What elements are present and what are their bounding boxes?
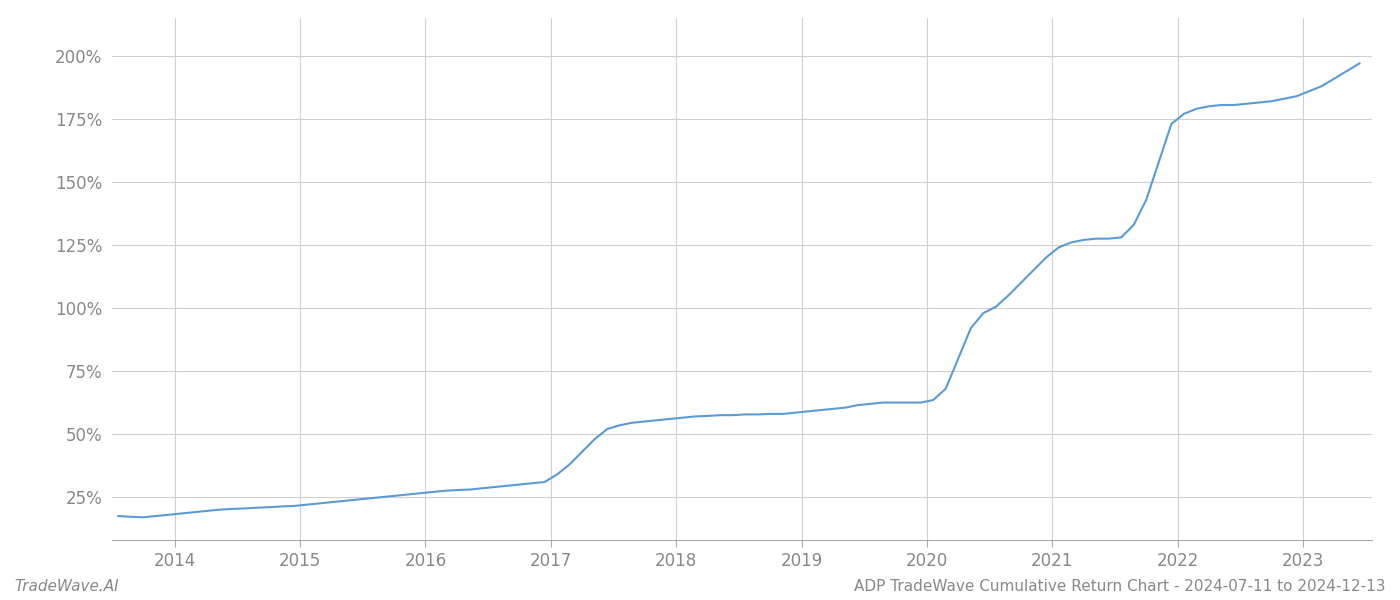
Text: ADP TradeWave Cumulative Return Chart - 2024-07-11 to 2024-12-13: ADP TradeWave Cumulative Return Chart - …: [854, 579, 1386, 594]
Text: TradeWave.AI: TradeWave.AI: [14, 579, 119, 594]
